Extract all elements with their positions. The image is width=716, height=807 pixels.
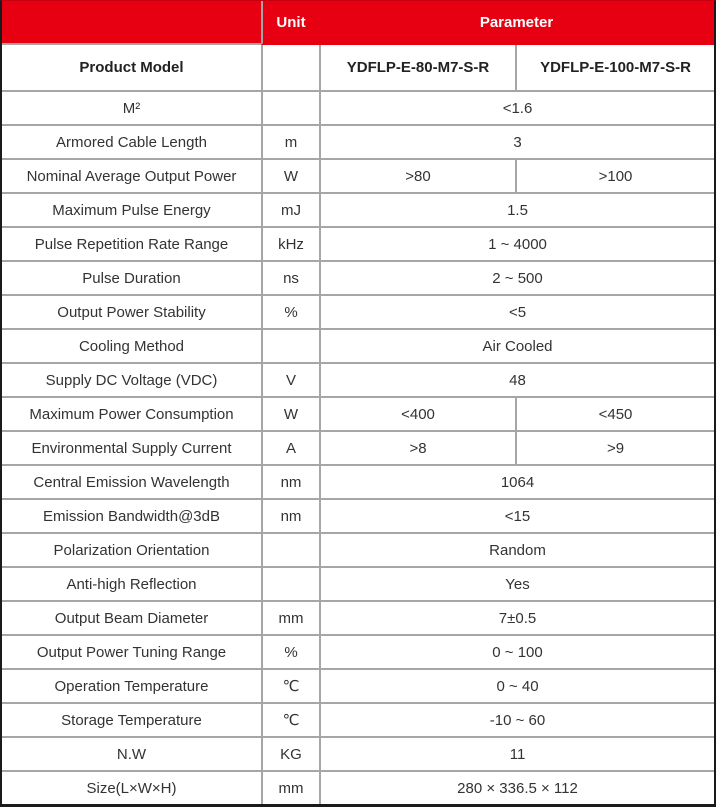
table-row: Nominal Average Output Power W >80 >100 (2, 158, 715, 192)
table-row: Storage Temperature ℃ -10 ~ 60 (2, 702, 715, 736)
table-row: Supply DC Voltage (VDC) V 48 (2, 362, 715, 396)
row-value: 11 (319, 736, 715, 770)
table-row: Output Beam Diameter mm 7±0.5 (2, 600, 715, 634)
row-label: Maximum Power Consumption (2, 396, 261, 430)
table-row: Environmental Supply Current A >8 >9 (2, 430, 715, 464)
table-row: Size(L×W×H) mm 280 × 336.5 × 112 (2, 770, 715, 804)
table-row: Pulse Repetition Rate Range kHz 1 ~ 4000 (2, 226, 715, 260)
product-model-label: Product Model (79, 59, 184, 76)
row-value: <5 (319, 294, 715, 328)
row-unit: mm (261, 770, 319, 804)
product-model-row: Product Model YDFLP-E-80-M7-S-R YDFLP-E-… (2, 45, 714, 90)
row-value: 2 ~ 500 (319, 260, 715, 294)
row-unit (261, 532, 319, 566)
row-value-2: >100 (515, 158, 715, 192)
row-unit (261, 90, 319, 124)
row-label: Output Beam Diameter (2, 600, 261, 634)
row-value: Yes (319, 566, 715, 600)
row-label: M² (2, 90, 261, 124)
row-label: Size(L×W×H) (2, 770, 261, 804)
table-row: Operation Temperature ℃ 0 ~ 40 (2, 668, 715, 702)
row-unit: % (261, 294, 319, 328)
row-label: Central Emission Wavelength (2, 464, 261, 498)
row-unit: A (261, 430, 319, 464)
row-unit: m (261, 124, 319, 158)
row-label: Output Power Tuning Range (2, 634, 261, 668)
row-value: -10 ~ 60 (319, 702, 715, 736)
table-row: N.W KG 11 (2, 736, 715, 770)
row-value: 1 ~ 4000 (319, 226, 715, 260)
table-row: Pulse Duration ns 2 ~ 500 (2, 260, 715, 294)
table-row: Anti-high Reflection Yes (2, 566, 715, 600)
row-unit: ns (261, 260, 319, 294)
table-row: Maximum Power Consumption W <400 <450 (2, 396, 715, 430)
row-value-2: <450 (515, 396, 715, 430)
row-unit (261, 566, 319, 600)
row-value: 7±0.5 (319, 600, 715, 634)
row-value: Air Cooled (319, 328, 715, 362)
row-value: <1.6 (319, 90, 715, 124)
table-row: Emission Bandwidth@3dB nm <15 (2, 498, 715, 532)
row-unit: ℃ (261, 702, 319, 736)
row-unit: ℃ (261, 668, 319, 702)
product-model-value-2: YDFLP-E-100-M7-S-R (515, 45, 714, 90)
row-value: 3 (319, 124, 715, 158)
row-label: Supply DC Voltage (VDC) (2, 362, 261, 396)
row-value: >8 (319, 430, 515, 464)
row-value: 1.5 (319, 192, 715, 226)
table-row: M² <1.6 (2, 90, 715, 124)
row-label: Operation Temperature (2, 668, 261, 702)
row-label: Emission Bandwidth@3dB (2, 498, 261, 532)
row-unit: W (261, 396, 319, 430)
unit-column-header: Unit (261, 1, 319, 45)
table-row: Cooling Method Air Cooled (2, 328, 715, 362)
row-label: Environmental Supply Current (2, 430, 261, 464)
row-value: Random (319, 532, 715, 566)
row-label: Nominal Average Output Power (2, 158, 261, 192)
row-unit: nm (261, 464, 319, 498)
row-unit: nm (261, 498, 319, 532)
row-label: Cooling Method (2, 328, 261, 362)
row-unit: % (261, 634, 319, 668)
row-unit: W (261, 158, 319, 192)
row-label: Armored Cable Length (2, 124, 261, 158)
parameter-column-header: Parameter (319, 1, 715, 45)
row-unit: KG (261, 736, 319, 770)
row-value: 280 × 336.5 × 112 (319, 770, 715, 804)
corner-cell (2, 1, 261, 45)
row-value-2: >9 (515, 430, 715, 464)
table-header-row: Unit Parameter (2, 1, 715, 45)
table-row: Maximum Pulse Energy mJ 1.5 (2, 192, 715, 226)
row-value: <15 (319, 498, 715, 532)
spec-rows: M² <1.6 Armored Cable Length m 3 Nominal… (2, 90, 715, 804)
row-label: N.W (2, 736, 261, 770)
table-row: Polarization Orientation Random (2, 532, 715, 566)
row-value: 0 ~ 40 (319, 668, 715, 702)
table-row: Output Power Stability % <5 (2, 294, 715, 328)
row-label: Polarization Orientation (2, 532, 261, 566)
product-model-unit-cell (261, 45, 319, 90)
row-unit: kHz (261, 226, 319, 260)
row-label: Storage Temperature (2, 702, 261, 736)
row-unit: mm (261, 600, 319, 634)
row-unit: mJ (261, 192, 319, 226)
table-row: Output Power Tuning Range % 0 ~ 100 (2, 634, 715, 668)
row-label: Output Power Stability (2, 294, 261, 328)
row-value: 1064 (319, 464, 715, 498)
table-row: Central Emission Wavelength nm 1064 (2, 464, 715, 498)
row-value: <400 (319, 396, 515, 430)
row-value: 48 (319, 362, 715, 396)
row-value: 0 ~ 100 (319, 634, 715, 668)
row-label: Anti-high Reflection (2, 566, 261, 600)
row-label: Maximum Pulse Energy (2, 192, 261, 226)
table-row: Armored Cable Length m 3 (2, 124, 715, 158)
product-model-value-1: YDFLP-E-80-M7-S-R (319, 45, 515, 90)
row-label: Pulse Repetition Rate Range (2, 226, 261, 260)
row-label: Pulse Duration (2, 260, 261, 294)
row-unit (261, 328, 319, 362)
row-value: >80 (319, 158, 515, 192)
row-unit: V (261, 362, 319, 396)
